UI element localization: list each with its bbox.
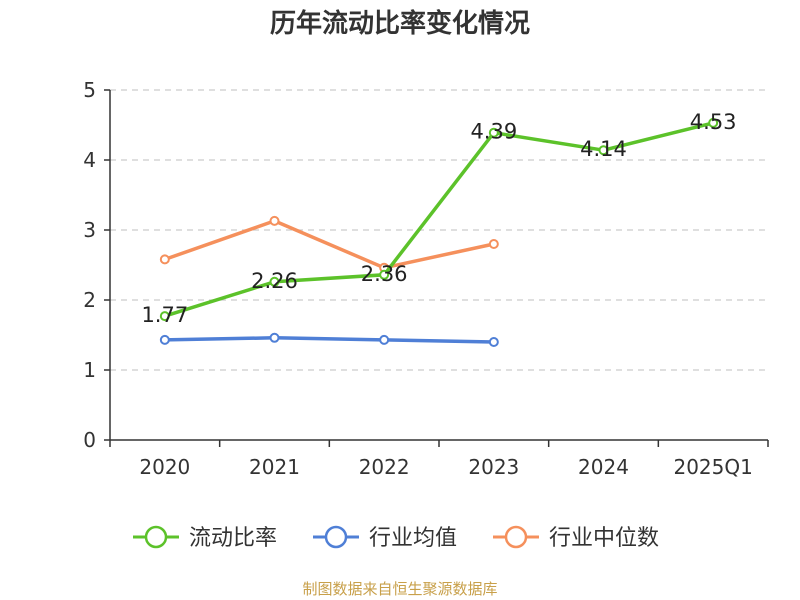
series-group [159,117,719,347]
point-s3-2023 [488,239,499,249]
axes: 0 1 2 3 4 5 2020 2021 2022 2023 2024 2025Q1 [83,78,769,479]
point-s2-2022 [379,334,390,345]
point-s2-2020 [159,334,170,345]
x-tick-label-2025Q1: 2025Q1 [673,455,752,479]
x-tick-label-2022: 2022 [359,455,410,479]
legend-item-1[interactable]: 流动比率 [133,525,277,551]
series-line-3 [163,219,496,270]
point-s1-2021 [269,276,280,287]
legend-marker-1 [144,525,168,549]
data-label-2021: 2.26 [251,269,298,293]
data-label-2025Q1: 4.53 [690,110,737,134]
series-line-2 [163,336,496,344]
grid-lines [110,89,768,371]
y-tick-label-3: 3 [83,218,96,242]
point-s1-2024 [598,145,609,156]
y-tick-label-5: 5 [83,78,96,102]
chart-title: 历年流动比率变化情况 [270,8,530,39]
y-tick-label-4: 4 [83,148,96,172]
point-s3-2021 [269,215,280,226]
legend-label-3: 行业中位数 [549,526,659,551]
data-label-2023: 4.39 [470,120,517,144]
legend-marker-3 [504,525,528,549]
legend-item-2[interactable]: 行业均值 [313,525,457,551]
point-s1-2020 [159,311,170,322]
legend-item-3[interactable]: 行业中位数 [493,525,659,551]
legend-label-2: 行业均值 [369,526,457,551]
data-label-2024: 4.14 [580,137,627,161]
x-tick-label-2021: 2021 [249,455,300,479]
y-tick-label-2: 2 [83,288,96,312]
point-s1-2022 [379,269,390,280]
y-tick-label-1: 1 [83,358,96,382]
x-tick-label-2024: 2024 [578,455,629,479]
legend[interactable]: 流动比率 行业均值 行业中位数 [133,525,659,551]
series-line-1 [163,121,715,318]
legend-marker-2 [324,525,348,549]
data-label-2020: 1.77 [141,303,188,327]
point-s3-2020 [159,254,170,265]
legend-label-1: 流动比率 [189,526,277,551]
y-tick-label-0: 0 [83,428,96,452]
point-s1-2023 [488,127,499,138]
point-s2-2023 [488,337,499,347]
point-s2-2021 [269,332,280,343]
x-tick-label-2023: 2023 [468,455,519,479]
point-s1-2025Q1 [708,117,719,128]
data-label-2022: 2.36 [361,262,408,286]
data-source: 制图数据来自恒生聚源数据库 [302,580,497,598]
x-tick-label-2020: 2020 [139,455,190,479]
data-labels: 1.77 2.26 2.36 4.39 4.14 4.53 [141,110,736,327]
